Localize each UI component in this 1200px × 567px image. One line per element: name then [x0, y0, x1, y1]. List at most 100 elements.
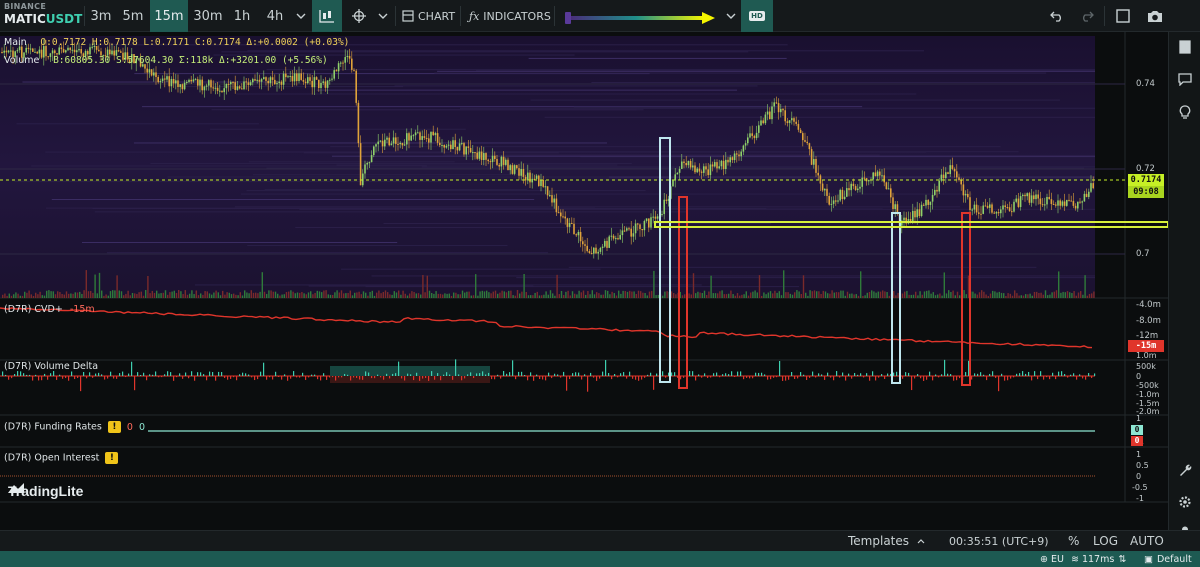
crosshair-icon[interactable] [344, 0, 374, 32]
candle-body [991, 204, 993, 213]
candle-body [1059, 200, 1061, 206]
volume-bar [754, 290, 756, 298]
settings-gear-icon[interactable] [1175, 492, 1195, 512]
candle-body [56, 53, 58, 55]
candle-body [934, 189, 936, 195]
wifi-icon: ≋ [1071, 553, 1079, 565]
drawing-box-red-2[interactable] [961, 212, 971, 386]
templates-button[interactable]: Templates [848, 531, 925, 551]
volume-bar [912, 294, 915, 298]
volume-bar [950, 292, 952, 298]
volume-delta-pane-label[interactable]: (D7R) Volume Delta [4, 361, 99, 372]
timeframe-dropdown-icon[interactable] [292, 0, 310, 32]
volume-bar [444, 293, 446, 298]
volume-bar [765, 294, 767, 298]
drawing-box-white-1[interactable] [659, 137, 671, 383]
book-icon[interactable] [1175, 37, 1195, 57]
volume-bar [769, 291, 772, 298]
cvd-pane-header[interactable]: (D7R) CVD+ -15m [4, 304, 95, 315]
volume-bar [87, 291, 90, 298]
symbol-selector[interactable]: BINANCE MATICUSDT [4, 2, 84, 30]
candle-body [777, 103, 780, 113]
volume-bar [820, 293, 822, 298]
candle-body [122, 52, 124, 60]
volume-delta-bar [323, 373, 325, 376]
chart-area[interactable]: Main O:0.7172 H:0.7178 L:0.7171 C:0.7174… [0, 32, 1168, 556]
candle-body [216, 87, 219, 91]
volume-delta-bar [668, 372, 670, 376]
volume-delta-bar [50, 373, 52, 376]
warning-icon[interactable]: ! [107, 421, 121, 433]
wrench-icon[interactable] [1175, 460, 1195, 480]
volume-bar [312, 294, 314, 298]
timeframe-30m[interactable]: 30m [193, 8, 223, 24]
volume-delta-bar [11, 376, 13, 379]
hd-toggle[interactable]: HD [741, 0, 773, 32]
timeframe-4h[interactable]: 4h [266, 8, 284, 24]
percent-scale-button[interactable]: % [1068, 534, 1080, 548]
region-indicator[interactable]: ⊕ EU [1040, 551, 1064, 567]
heatmap-gradient-slider[interactable] [564, 9, 716, 24]
candle-body [210, 80, 212, 88]
volume-bar [1080, 291, 1082, 298]
volume-bar [1055, 290, 1058, 298]
volume-delta-bar [1070, 374, 1072, 376]
candle-body [703, 166, 705, 173]
volume-delta-bar [290, 376, 292, 379]
drawing-box-red-1[interactable] [678, 196, 688, 389]
candle-body [395, 137, 397, 144]
drawing-support-zone[interactable] [654, 221, 1168, 228]
timeframe-1h[interactable]: 1h [233, 8, 251, 24]
volume-bar [1000, 292, 1003, 298]
volume-bar [523, 273, 525, 298]
oi-tick: -0.5 [1132, 483, 1148, 492]
oi-pane-header[interactable]: (D7R) Open Interest ! [4, 452, 119, 464]
candle-body [588, 251, 591, 253]
volume-bar [906, 290, 908, 298]
crosshair-dropdown-icon[interactable] [374, 0, 392, 32]
lightbulb-icon[interactable] [1175, 102, 1195, 122]
volume-delta-bar [809, 376, 811, 378]
volume-delta-bar [590, 372, 592, 376]
fullscreen-icon[interactable] [1112, 0, 1134, 32]
warning-icon[interactable]: ! [105, 452, 119, 464]
chat-icon[interactable] [1175, 69, 1195, 89]
timeframe-5m[interactable]: 5m [122, 8, 144, 24]
chart-button[interactable]: CHART [402, 0, 455, 32]
candles-icon[interactable] [312, 0, 342, 32]
clock-display[interactable]: 00:35:51 (UTC+9) [949, 534, 1049, 548]
volume-bar [851, 293, 853, 298]
volume-bar [895, 295, 897, 298]
volume-bar [926, 290, 928, 298]
volume-delta-bar [926, 376, 928, 380]
volume-delta-bar [77, 376, 79, 379]
cvd-tick: -12m [1136, 331, 1159, 341]
indicators-button[interactable]: ƒx INDICATORS [469, 0, 551, 32]
volume-bar [325, 290, 327, 298]
heatmap-level [371, 275, 1095, 277]
volume-delta-bar [2, 371, 4, 376]
volume-bar [569, 295, 571, 298]
auto-scale-button[interactable]: AUTO [1130, 534, 1164, 548]
candle-body [815, 158, 817, 173]
layout-selector[interactable]: ▣ Default [1144, 551, 1192, 567]
timeframe-15m[interactable]: 15m [150, 0, 188, 32]
log-scale-button[interactable]: LOG [1093, 534, 1119, 548]
camera-icon[interactable] [1144, 0, 1166, 32]
volume-buy: B:60805.30 [53, 55, 111, 66]
gradient-dropdown-icon[interactable] [724, 0, 738, 32]
candle-body [909, 218, 912, 222]
volume-delta-bar [56, 376, 58, 380]
funding-pane-header[interactable]: (D7R) Funding Rates ! 0 0 [4, 421, 145, 433]
candle-body [78, 49, 80, 51]
volume-delta-bar [884, 376, 886, 379]
candle-body [656, 216, 659, 219]
timeframe-3m[interactable]: 3m [90, 8, 112, 24]
drawing-box-white-2[interactable] [891, 212, 901, 384]
chart-canvas[interactable] [0, 32, 1168, 530]
candle-body [313, 77, 316, 88]
undo-icon[interactable] [1046, 0, 1068, 32]
price-tick: 0.7 [1136, 249, 1150, 259]
candle-body [903, 217, 905, 221]
redo-icon[interactable] [1076, 0, 1098, 32]
